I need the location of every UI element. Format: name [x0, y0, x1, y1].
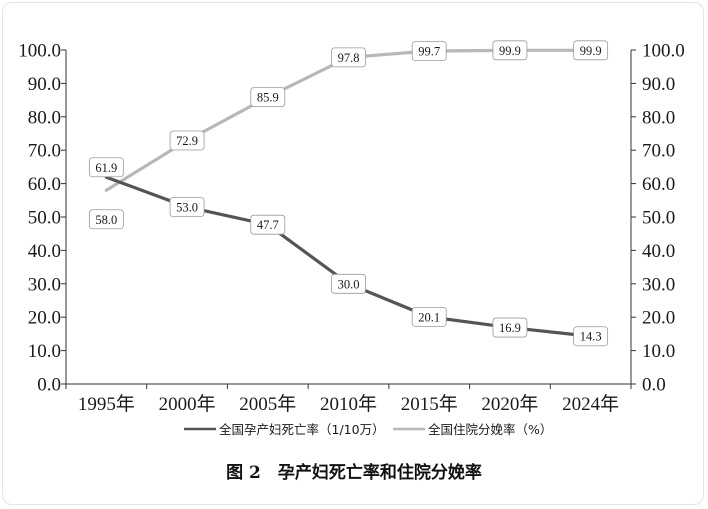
data-label-box — [331, 47, 366, 68]
data-label-box — [88, 157, 124, 178]
data-label: 85.9 — [250, 87, 286, 107]
y-tick-label-left: 60.0 — [28, 174, 61, 195]
data-label-box — [88, 209, 124, 230]
y-tick-label-right: 100.0 — [642, 41, 685, 62]
axes: 0.0 10.0 20.0 30.0 40.0 50.0 60.0 70.0 80.0 90.0 1… — [18, 41, 685, 416]
data-label: 61.9 — [88, 157, 124, 178]
data-label-box — [411, 41, 447, 61]
y-tick-label-left: 80.0 — [28, 107, 61, 128]
data-label-box — [250, 87, 286, 107]
data-label: 47.7 — [250, 214, 286, 235]
data-label-box — [492, 40, 528, 61]
data-label: 14.3 — [573, 326, 609, 347]
y-tick-label-right: 90.0 — [642, 74, 675, 95]
x-tick-label: 2000年 — [159, 393, 216, 415]
x-tick-label: 1995年 — [78, 393, 135, 415]
y-tick-label-right: 80.0 — [642, 107, 675, 128]
legend-label-maternal-mortality: 全国孕产妇死亡率（1/10万） — [219, 422, 385, 437]
figure-caption: 图 2 孕产妇死亡率和住院分娩率 — [226, 462, 482, 483]
y-tick-label-right: 10.0 — [642, 341, 675, 362]
data-label-text: 72.9 — [176, 134, 198, 148]
y-tick-label-right: 50.0 — [642, 208, 675, 229]
data-label: 53.0 — [169, 197, 205, 217]
data-label-text: 53.0 — [176, 200, 198, 214]
y-tick-label-left: 90.0 — [28, 74, 61, 95]
y-tick-label-left: 100.0 — [18, 41, 61, 62]
data-label-box — [169, 130, 205, 151]
y-tick-label-right: 20.0 — [642, 308, 675, 329]
data-label-text: 30.0 — [338, 277, 360, 291]
data-label-box — [169, 197, 205, 217]
data-label-box — [331, 273, 366, 294]
data-label-text: 16.9 — [499, 321, 521, 335]
y-tick-label-left: 70.0 — [28, 141, 61, 162]
data-label: 58.0 — [88, 209, 124, 230]
legend-label-hospital-delivery: 全国住院分娩率（%） — [428, 422, 552, 437]
data-label-box — [492, 317, 528, 338]
figure-frame — [2, 2, 704, 505]
x-tick-label: 2005年 — [239, 393, 296, 415]
legend: 全国孕产妇死亡率（1/10万） 全国住院分娩率（%） — [184, 422, 552, 437]
y-tick-label-right: 0.0 — [642, 375, 666, 396]
data-label: 16.9 — [492, 317, 528, 338]
data-label-box — [573, 40, 609, 61]
data-label-box — [250, 214, 286, 235]
data-labels: 61.9 53.0 47.7 30.0 20.1 16.9 14.3 58.0 72.9 85.9… — [88, 40, 609, 347]
y-tick-label-right: 60.0 — [642, 174, 675, 195]
data-label: 97.8 — [331, 47, 366, 68]
data-label: 72.9 — [169, 130, 205, 151]
data-label-text: 47.7 — [257, 218, 279, 232]
y-tick-label-left: 50.0 — [28, 208, 61, 229]
data-label-box — [573, 326, 609, 347]
data-label: 99.9 — [573, 40, 609, 61]
data-label-text: 20.1 — [418, 310, 440, 324]
data-label: 20.1 — [411, 306, 447, 327]
data-label: 30.0 — [331, 273, 366, 294]
x-tick-label: 2010年 — [320, 393, 377, 415]
y-tick-label-left: 20.0 — [28, 308, 61, 329]
data-label-text: 99.9 — [499, 44, 521, 58]
data-label-text: 97.8 — [338, 51, 360, 65]
y-tick-label-right: 40.0 — [642, 241, 675, 262]
series-line-hospital-delivery — [104, 48, 593, 192]
x-tick-label: 2020年 — [481, 393, 538, 415]
x-tick-label: 2024年 — [562, 393, 619, 415]
y-tick-label-left: 10.0 — [28, 341, 61, 362]
y-tick-label-left: 40.0 — [28, 241, 61, 262]
data-label-text: 99.9 — [580, 44, 602, 58]
data-label-text: 85.9 — [257, 91, 279, 105]
data-label-text: 99.7 — [418, 45, 440, 59]
y-tick-label-right: 70.0 — [642, 141, 675, 162]
y-tick-label-right: 30.0 — [642, 274, 675, 295]
data-label-text: 58.0 — [95, 213, 117, 227]
data-label-box — [411, 306, 447, 327]
y-tick-label-left: 0.0 — [37, 375, 61, 396]
data-label: 99.7 — [411, 41, 447, 61]
data-label: 99.9 — [492, 40, 528, 61]
y-tick-label-left: 30.0 — [28, 274, 61, 295]
data-label-text: 61.9 — [95, 161, 117, 175]
data-label-text: 14.3 — [580, 330, 602, 344]
x-tick-label: 2015年 — [401, 393, 458, 415]
